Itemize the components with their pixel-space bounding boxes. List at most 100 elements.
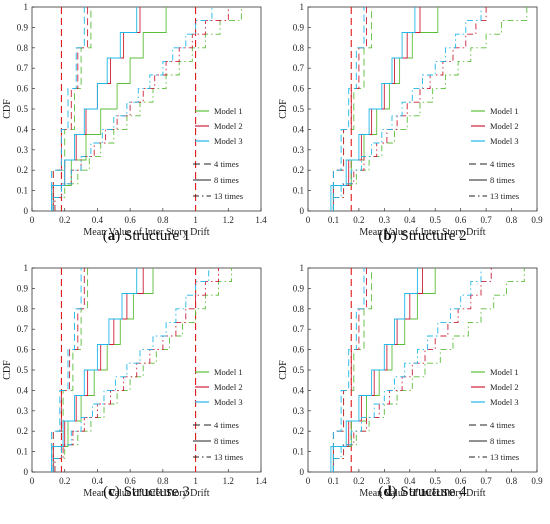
x-tick-label: 0.6 xyxy=(125,476,137,486)
y-tick-label: 0.7 xyxy=(17,324,29,334)
cdf-step-model3-8times xyxy=(51,7,138,211)
y-tick-label: 0 xyxy=(24,467,29,477)
y-tick-label: 0.9 xyxy=(293,283,305,293)
legend-label-4-times: 4 times xyxy=(490,159,515,169)
y-tick-label: 1 xyxy=(24,2,29,12)
x-tick-label: 0.2 xyxy=(353,476,364,486)
x-tick-label: 0.3 xyxy=(379,215,391,225)
x-tick-label: 0.7 xyxy=(480,476,492,486)
x-tick-label: 0.4 xyxy=(92,476,104,486)
y-tick-label: 0.6 xyxy=(293,345,305,355)
cdf-step-model1-4times xyxy=(332,7,373,211)
cdf-step-model1-13times xyxy=(54,268,233,472)
cdf-step-model3-4times xyxy=(332,7,365,211)
legend-label-model-2: Model 2 xyxy=(214,121,243,131)
cdf-step-model3-13times xyxy=(332,268,482,472)
y-tick-label: 0.7 xyxy=(293,63,305,73)
y-tick-label: 0.8 xyxy=(17,304,29,314)
x-tick-label: 1.2 xyxy=(223,215,234,225)
panel-caption: (d) Structure 4 xyxy=(378,484,467,500)
legend-label-8-times: 8 times xyxy=(490,436,515,446)
y-tick-label: 0.5 xyxy=(17,104,29,114)
y-tick-label: 0.3 xyxy=(17,406,29,416)
y-tick-label: 0.1 xyxy=(293,186,304,196)
x-tick-label: 0 xyxy=(30,476,35,486)
cdf-step-model2-4times xyxy=(52,7,89,211)
legend-label-model-3: Model 3 xyxy=(490,397,519,407)
x-tick-label: 1.2 xyxy=(223,476,234,486)
y-tick-label: 0.7 xyxy=(293,324,305,334)
x-tick-label: 0.9 xyxy=(531,215,543,225)
y-tick-label: 0.2 xyxy=(17,426,28,436)
x-tick-label: 0.5 xyxy=(430,476,442,486)
x-tick-label: 0.1 xyxy=(328,476,339,486)
cdf-step-model1-4times xyxy=(52,268,89,472)
chart-panel-a: 0 0.1 0.2 0.3 0.4 0.5 0.6 0.7 0.8 0.9 1 0 0.2 0.4 0.6 0… xyxy=(2,2,267,244)
x-axis-label: Mean Value of Inter Story Drift xyxy=(359,227,485,238)
panel-caption: (b) Structure 2 xyxy=(378,228,466,244)
x-tick-label: 0.8 xyxy=(506,215,518,225)
cdf-step-model1-13times xyxy=(332,268,525,472)
legend-label-4-times: 4 times xyxy=(214,159,239,169)
y-tick-label: 0.1 xyxy=(17,186,28,196)
x-tick-label: 0 xyxy=(30,215,35,225)
panel-caption: (a) Structure 1 xyxy=(103,228,190,244)
legend-label-model-3: Model 3 xyxy=(490,136,519,146)
y-tick-label: 0.5 xyxy=(17,365,29,375)
y-tick-label: 0.5 xyxy=(293,104,305,114)
x-tick-label: 0.2 xyxy=(353,215,364,225)
x-tick-label: 0.5 xyxy=(430,215,442,225)
cdf-step-model2-4times xyxy=(332,268,367,472)
legend-label-model-2: Model 2 xyxy=(214,382,243,392)
cdf-step-model3-4times xyxy=(51,7,85,211)
legend-label-model-3: Model 3 xyxy=(214,136,243,146)
legend-label-model-2: Model 2 xyxy=(490,121,519,131)
y-tick-label: 1 xyxy=(300,2,305,12)
cdf-step-model3-8times xyxy=(330,7,416,211)
y-tick-label: 0.6 xyxy=(293,84,305,94)
x-tick-label: 0 xyxy=(306,215,311,225)
cdf-step-model3-4times xyxy=(332,268,365,472)
x-tick-label: 0.8 xyxy=(157,215,169,225)
cdf-step-model2-4times xyxy=(332,7,367,211)
legend-label-model-2: Model 2 xyxy=(490,382,519,392)
x-tick-label: 0.2 xyxy=(59,215,70,225)
y-tick-label: 0.9 xyxy=(17,283,29,293)
y-tick-label: 0.3 xyxy=(293,406,305,416)
y-tick-label: 0.9 xyxy=(293,22,305,32)
x-tick-label: 0.7 xyxy=(480,215,492,225)
y-tick-label: 0.4 xyxy=(293,385,305,395)
y-tick-label: 0.9 xyxy=(17,22,29,32)
chart-panel-b: 0 0.1 0.2 0.3 0.4 0.5 0.6 0.7 0.8 0.9 1 0 0.1 0.2 0.3 0… xyxy=(278,2,543,244)
y-tick-label: 0 xyxy=(300,467,305,477)
cdf-step-model1-13times xyxy=(54,7,242,211)
y-tick-label: 0.4 xyxy=(17,124,29,134)
legend-label-13-times: 13 times xyxy=(214,191,243,201)
cdf-step-model2-4times xyxy=(52,268,85,472)
legend-label-model-1: Model 1 xyxy=(490,367,519,377)
y-tick-label: 0.8 xyxy=(293,43,305,53)
legend-label-8-times: 8 times xyxy=(214,436,239,446)
y-tick-label: 0.1 xyxy=(293,447,304,457)
x-tick-label: 0.6 xyxy=(455,215,467,225)
legend-label-4-times: 4 times xyxy=(490,420,515,430)
y-tick-label: 0.3 xyxy=(293,145,305,155)
x-tick-label: 1.4 xyxy=(255,476,267,486)
cdf-step-model3-8times xyxy=(51,268,138,472)
y-tick-label: 0 xyxy=(24,206,29,216)
cdf-step-model2-13times xyxy=(54,268,219,472)
cdf-step-model2-8times xyxy=(52,268,144,472)
x-tick-label: 0.6 xyxy=(455,476,467,486)
cdf-step-model3-8times xyxy=(330,268,418,472)
legend-label-13-times: 13 times xyxy=(214,452,243,462)
cdf-step-model3-4times xyxy=(51,268,82,472)
x-tick-label: 0.4 xyxy=(404,476,416,486)
y-tick-label: 0.6 xyxy=(17,345,29,355)
y-tick-label: 0.2 xyxy=(293,426,304,436)
cdf-step-model1-8times xyxy=(52,7,167,211)
cdf-step-model1-8times xyxy=(52,268,154,472)
y-tick-label: 1 xyxy=(300,263,305,273)
x-axis-label: Mean Value of Inter Story Drift xyxy=(359,488,485,499)
legend-label-4-times: 4 times xyxy=(214,420,239,430)
y-tick-label: 0.3 xyxy=(17,145,29,155)
